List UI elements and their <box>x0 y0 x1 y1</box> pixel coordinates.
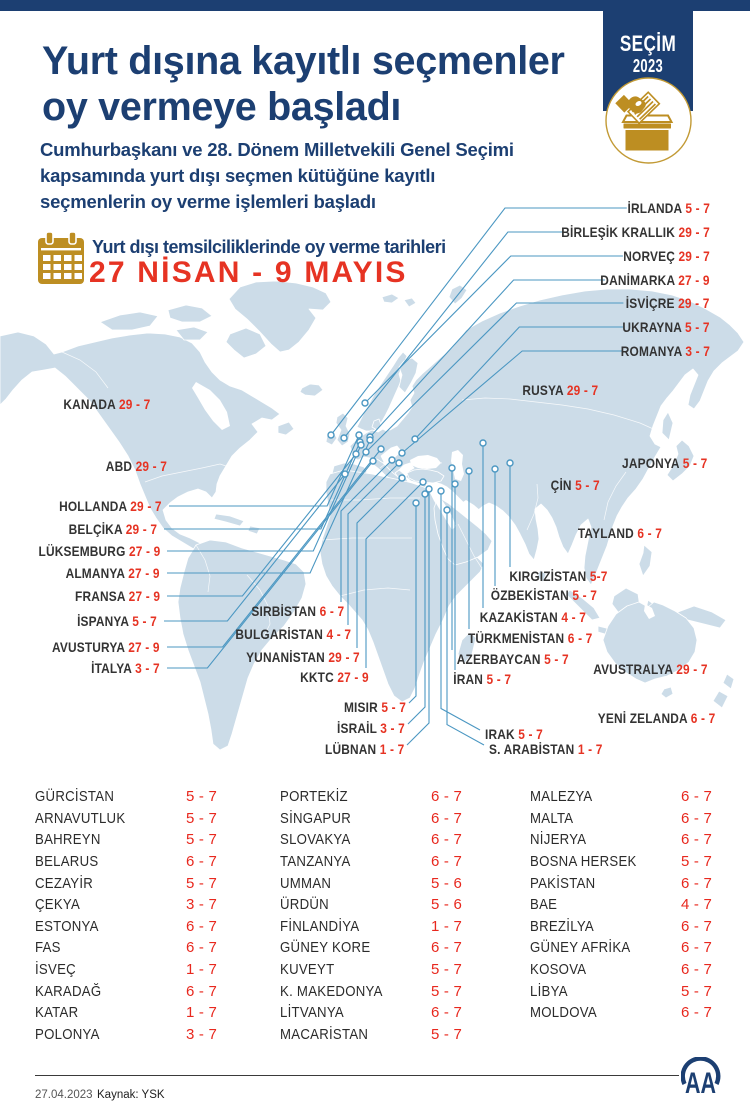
svg-text:AA: AA <box>685 1067 716 1099</box>
